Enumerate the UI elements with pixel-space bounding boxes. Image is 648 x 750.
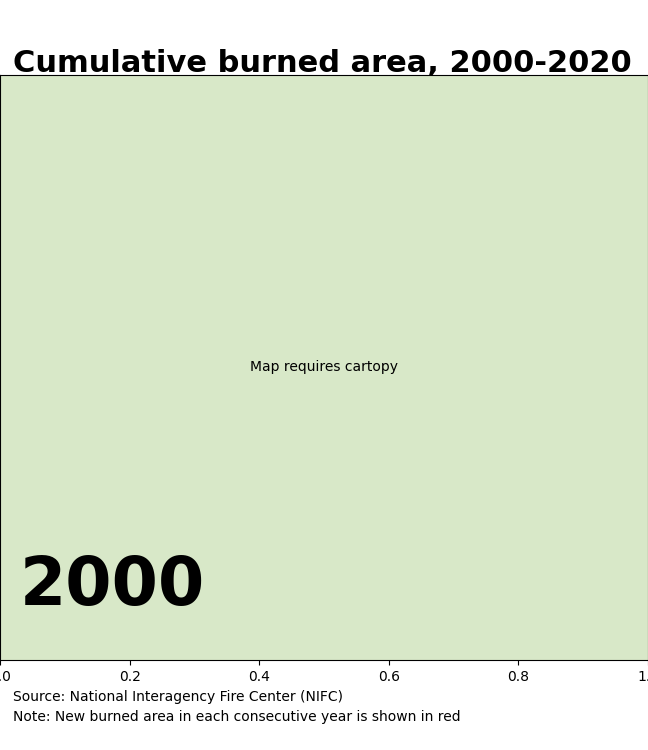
Text: Cumulative burned area, 2000-2020: Cumulative burned area, 2000-2020 (13, 49, 632, 78)
Text: 2000: 2000 (19, 553, 205, 619)
Text: Source: National Interagency Fire Center (NIFC)
Note: New burned area in each co: Source: National Interagency Fire Center… (13, 690, 461, 724)
Text: Map requires cartopy: Map requires cartopy (250, 361, 398, 374)
